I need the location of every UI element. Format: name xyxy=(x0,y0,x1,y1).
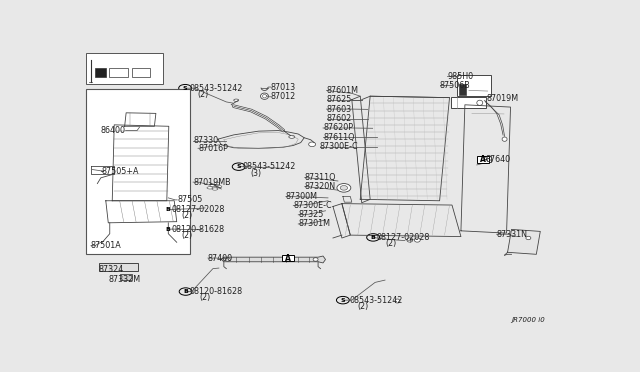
Text: 87019MB: 87019MB xyxy=(193,178,230,187)
Text: 87601M: 87601M xyxy=(326,86,358,95)
Bar xyxy=(481,156,491,161)
Text: 08120-81628: 08120-81628 xyxy=(172,225,225,234)
Text: 87640: 87640 xyxy=(486,155,511,164)
Ellipse shape xyxy=(97,172,106,176)
Ellipse shape xyxy=(477,100,483,105)
Bar xyxy=(86,89,190,254)
Text: (2): (2) xyxy=(182,231,193,240)
Ellipse shape xyxy=(234,99,239,101)
Ellipse shape xyxy=(214,182,220,185)
Text: (2): (2) xyxy=(182,211,193,220)
Text: A: A xyxy=(483,155,488,162)
Text: S: S xyxy=(183,86,188,91)
Text: 87300E-C: 87300E-C xyxy=(293,201,332,210)
Bar xyxy=(132,68,150,77)
Ellipse shape xyxy=(225,258,230,261)
Text: 87330: 87330 xyxy=(193,136,218,145)
Ellipse shape xyxy=(262,94,266,98)
Text: 87300E-C: 87300E-C xyxy=(319,142,358,151)
Text: B: B xyxy=(166,207,171,212)
Polygon shape xyxy=(221,256,326,263)
Ellipse shape xyxy=(99,240,106,245)
Ellipse shape xyxy=(407,238,413,242)
Text: A: A xyxy=(480,155,486,164)
Text: (2): (2) xyxy=(198,90,209,99)
Bar xyxy=(99,263,138,271)
Ellipse shape xyxy=(212,188,218,190)
Bar xyxy=(451,97,486,108)
Text: (3): (3) xyxy=(251,169,262,178)
Bar xyxy=(459,84,467,95)
Text: 87400: 87400 xyxy=(208,254,233,263)
Text: 87505+A: 87505+A xyxy=(101,167,139,176)
Ellipse shape xyxy=(502,137,507,141)
Text: 87311Q: 87311Q xyxy=(305,173,336,182)
Text: 08543-51242: 08543-51242 xyxy=(189,84,243,93)
Ellipse shape xyxy=(173,240,180,246)
Text: 87603: 87603 xyxy=(326,105,351,113)
Text: 87602: 87602 xyxy=(326,114,352,123)
Text: 985H0: 985H0 xyxy=(447,72,473,81)
Text: 87505: 87505 xyxy=(177,195,203,204)
Ellipse shape xyxy=(340,186,348,190)
Ellipse shape xyxy=(526,236,531,240)
Text: 87331N: 87331N xyxy=(497,230,527,239)
Ellipse shape xyxy=(207,187,213,189)
Bar xyxy=(109,68,127,77)
Text: 87019M: 87019M xyxy=(486,94,519,103)
Text: 87320N: 87320N xyxy=(305,182,336,191)
Text: 87506B: 87506B xyxy=(440,81,470,90)
Text: 87300M: 87300M xyxy=(286,192,318,201)
Ellipse shape xyxy=(90,199,95,203)
Polygon shape xyxy=(508,230,540,254)
Ellipse shape xyxy=(210,185,216,187)
Text: S: S xyxy=(340,298,345,303)
Text: 08543-51242: 08543-51242 xyxy=(349,296,403,305)
Text: B: B xyxy=(371,235,376,240)
Text: S: S xyxy=(236,164,241,169)
Text: 87016P: 87016P xyxy=(198,144,228,153)
Text: 87611Q: 87611Q xyxy=(323,133,355,142)
Ellipse shape xyxy=(414,238,420,242)
Ellipse shape xyxy=(313,258,318,261)
Bar xyxy=(457,75,491,96)
Bar xyxy=(120,275,132,280)
Text: 87332M: 87332M xyxy=(109,275,141,284)
Text: 87301M: 87301M xyxy=(298,219,330,228)
Text: (2): (2) xyxy=(358,302,369,311)
Text: A: A xyxy=(285,254,291,263)
Text: 08127-02028: 08127-02028 xyxy=(376,233,430,242)
Text: 08543-51242: 08543-51242 xyxy=(243,162,296,171)
Text: 86400: 86400 xyxy=(100,126,125,135)
Text: 87620P: 87620P xyxy=(323,124,353,132)
Ellipse shape xyxy=(289,135,295,138)
Text: 87012: 87012 xyxy=(271,92,296,101)
Text: 87013: 87013 xyxy=(271,83,296,92)
Ellipse shape xyxy=(260,93,269,99)
Ellipse shape xyxy=(216,186,222,188)
Text: B: B xyxy=(166,227,171,232)
Text: 08127-02028: 08127-02028 xyxy=(172,205,225,214)
Bar xyxy=(95,68,106,77)
Text: (2): (2) xyxy=(385,239,396,248)
Text: JR7000 i0: JR7000 i0 xyxy=(511,317,545,323)
Text: 87625: 87625 xyxy=(326,95,352,104)
Bar xyxy=(86,53,163,84)
Text: 87501A: 87501A xyxy=(91,241,122,250)
Ellipse shape xyxy=(395,299,400,303)
Text: 87324: 87324 xyxy=(99,265,124,274)
Text: 08120-81628: 08120-81628 xyxy=(189,287,243,296)
Text: B: B xyxy=(183,289,188,294)
Ellipse shape xyxy=(308,142,316,147)
Ellipse shape xyxy=(337,183,351,192)
Bar xyxy=(477,156,489,163)
Bar xyxy=(282,254,294,262)
Text: 87325: 87325 xyxy=(298,210,324,219)
Text: (2): (2) xyxy=(199,294,211,302)
